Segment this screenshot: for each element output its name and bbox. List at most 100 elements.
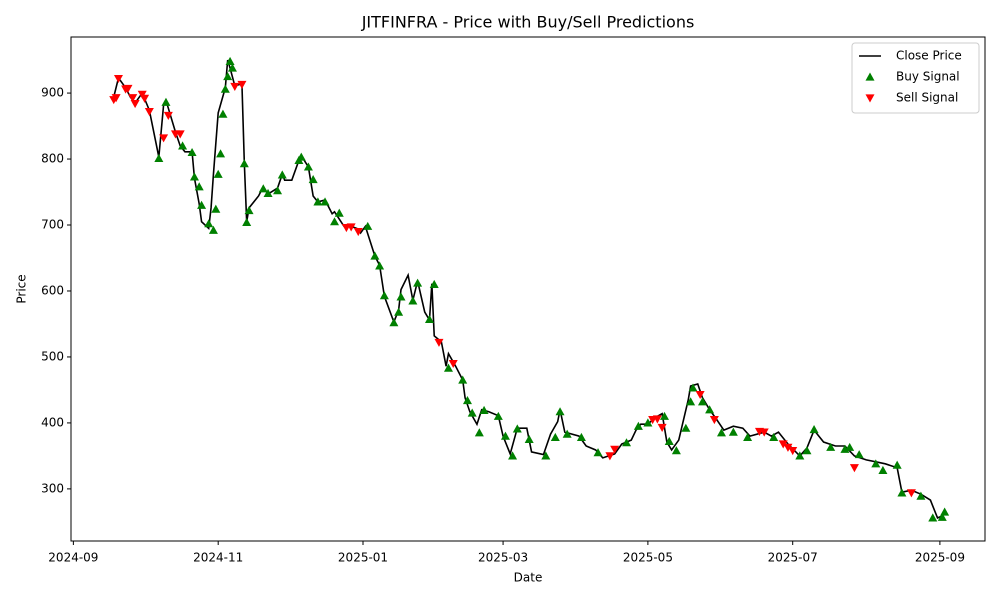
legend-label: Buy Signal — [896, 70, 960, 84]
signal-marker — [394, 307, 404, 316]
y-tick-label: 700 — [41, 218, 64, 232]
signal-marker — [111, 94, 121, 103]
signal-marker — [277, 170, 287, 179]
signal-marker — [178, 141, 188, 150]
signal-marker — [189, 172, 199, 181]
signal-marker — [204, 219, 214, 228]
chart-title: JITFINFRA - Price with Buy/Sell Predicti… — [361, 13, 695, 32]
signal-marker — [728, 427, 738, 436]
x-tick-label: 2024-09 — [48, 551, 98, 565]
signal-marker — [220, 84, 230, 93]
signal-marker — [524, 434, 534, 444]
signal-marker — [802, 446, 812, 455]
signal-marker — [128, 94, 138, 103]
signal-marker — [508, 451, 518, 460]
y-tick-label: 600 — [41, 283, 64, 297]
signal-marker — [237, 80, 247, 89]
signal-marker — [849, 464, 859, 473]
signal-marker — [159, 134, 169, 143]
signal-marker — [854, 450, 864, 459]
signal-marker — [916, 491, 926, 500]
signal-marker — [353, 228, 363, 237]
x-tick-label: 2025-09 — [915, 551, 965, 565]
y-tick-label: 900 — [41, 86, 64, 100]
signal-marker — [216, 149, 226, 158]
signal-marker — [906, 489, 916, 498]
signal-marker — [671, 446, 681, 455]
signal-marker — [610, 445, 620, 454]
signal-marker — [296, 152, 306, 161]
signal-marker — [379, 291, 389, 300]
signal-marker — [467, 408, 477, 417]
signal-marker — [940, 507, 950, 516]
x-tick-label: 2025-07 — [768, 551, 818, 565]
signal-marker — [213, 169, 223, 178]
signal-marker — [562, 429, 572, 438]
plot-frame — [70, 36, 986, 542]
signal-marker — [330, 217, 340, 226]
signal-marker — [346, 223, 356, 232]
signal-marker — [688, 383, 698, 392]
signal-marker — [140, 94, 150, 103]
signal-marker — [144, 107, 154, 117]
signal-marker — [897, 488, 907, 497]
signal-marker — [413, 278, 423, 287]
signal-marker — [175, 130, 185, 139]
signal-marker — [273, 186, 283, 195]
signal-marker — [244, 205, 254, 215]
signal-marker — [845, 442, 855, 451]
signal-marker — [697, 397, 707, 406]
signal-marker — [500, 431, 510, 440]
y-tick-label: 400 — [41, 415, 64, 429]
signal-marker — [113, 74, 123, 84]
signal-marker — [769, 432, 779, 442]
signal-marker — [429, 279, 439, 288]
signal-marker — [223, 72, 233, 81]
signal-marker — [809, 425, 819, 434]
signal-marker — [163, 111, 173, 121]
signal-marker — [743, 432, 753, 442]
signal-marker — [778, 440, 788, 449]
signal-marker — [443, 363, 453, 372]
signal-marker — [937, 512, 947, 521]
signal-marker — [230, 82, 240, 91]
signal-marker — [320, 197, 330, 206]
signal-marker — [242, 217, 252, 226]
signal-marker — [664, 436, 674, 445]
signal-marker — [788, 447, 798, 456]
legend-label: Close Price — [896, 49, 962, 63]
price-line — [112, 59, 946, 519]
signal-marker — [783, 443, 793, 452]
signal-marker — [892, 460, 902, 469]
signal-marker — [227, 63, 237, 72]
signal-marker — [512, 424, 522, 433]
signal-marker — [871, 459, 881, 468]
signal-marker — [474, 428, 484, 437]
signal-marker — [187, 147, 197, 157]
signal-marker — [123, 84, 133, 93]
signal-marker — [130, 100, 140, 109]
legend-marker — [865, 72, 875, 81]
signal-marker — [263, 188, 273, 197]
signal-marker — [622, 438, 632, 447]
signal-marker — [308, 174, 318, 184]
y-tick-label: 800 — [41, 152, 64, 166]
signal-marker — [370, 251, 380, 260]
signal-marker — [334, 208, 344, 217]
signal-marker — [550, 432, 560, 442]
signal-marker — [458, 375, 468, 384]
signal-marker — [462, 395, 472, 405]
signal-marker — [208, 225, 218, 234]
signal-marker — [709, 416, 719, 425]
signal-marker — [716, 428, 726, 437]
signal-marker — [479, 405, 489, 414]
signal-marker — [681, 423, 691, 432]
signal-marker — [593, 448, 603, 457]
signal-marker — [389, 318, 399, 327]
y-tick-label: 300 — [41, 481, 64, 495]
signal-marker — [239, 159, 249, 168]
signal-marker — [795, 451, 805, 460]
signal-marker — [424, 314, 434, 323]
signal-marker — [660, 411, 670, 420]
